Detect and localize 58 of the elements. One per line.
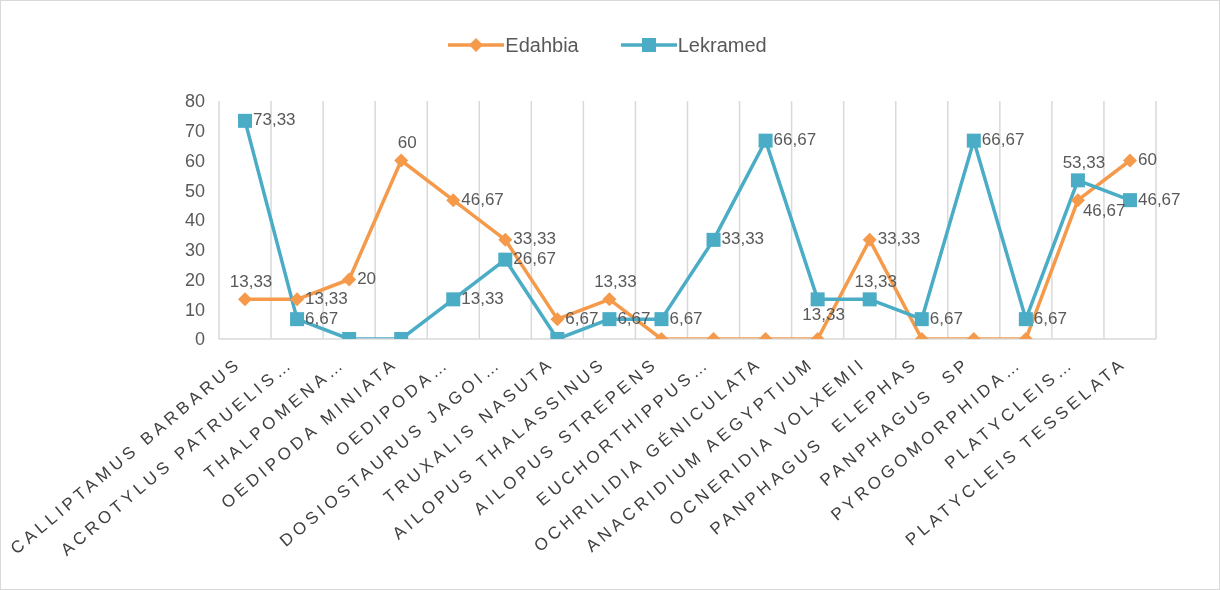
point: [1070, 173, 1085, 188]
y-tick-label: 40: [184, 210, 205, 231]
point: [498, 232, 513, 247]
point: [602, 312, 617, 327]
y-tick-label: 30: [184, 240, 205, 261]
data-label: 33,33: [721, 229, 765, 249]
y-tick-label: 0: [194, 329, 205, 350]
legend-label: Lekramed: [677, 33, 767, 57]
data-label: 13,33: [305, 288, 348, 308]
data-label: 73,33: [253, 110, 296, 130]
data-label: 66,67: [981, 130, 1025, 150]
data-label: 6,67: [305, 308, 339, 328]
y-tick-label: 50: [184, 180, 205, 201]
y-tick-label: 20: [184, 269, 205, 290]
data-label: 33,33: [877, 229, 921, 249]
point: [1122, 153, 1137, 168]
data-label: 13,33: [461, 288, 504, 308]
point: [654, 312, 669, 327]
point: [290, 292, 305, 307]
y-tick-label: 80: [184, 91, 205, 112]
data-label: 20: [357, 268, 377, 288]
point: [706, 232, 721, 247]
point: [238, 113, 253, 128]
data-label: 33,33: [513, 229, 556, 249]
data-label: 46,67: [1137, 189, 1181, 209]
point: [810, 292, 825, 307]
data-label: 66,67: [773, 130, 817, 150]
data-label: 6,67: [565, 308, 599, 328]
data-label: 6,67: [669, 308, 703, 328]
point: [446, 292, 461, 307]
data-label: 13,33: [229, 272, 273, 292]
data-label: 13,33: [594, 272, 637, 292]
point: [1070, 193, 1085, 208]
point: [602, 292, 617, 307]
point: [342, 272, 357, 287]
point: [446, 193, 461, 208]
point: [394, 153, 409, 168]
data-label: 46,67: [461, 189, 504, 209]
data-label: 60: [397, 133, 417, 153]
data-label: 60: [1137, 149, 1157, 169]
data-label: 6,67: [929, 308, 963, 328]
legend-label: Edahbia: [505, 33, 579, 57]
point: [290, 312, 305, 327]
y-tick-label: 70: [184, 121, 205, 142]
point: [498, 252, 513, 267]
point: [966, 133, 981, 148]
point: [238, 292, 253, 307]
point: [914, 312, 929, 327]
point: [862, 232, 877, 247]
data-label: 46,67: [1082, 201, 1126, 221]
point: [550, 312, 565, 327]
y-tick-label: 10: [184, 299, 205, 320]
data-label: 6,67: [1033, 308, 1067, 328]
point: [862, 292, 877, 307]
data-label: 53,33: [1062, 153, 1106, 173]
y-tick-label: 60: [184, 150, 205, 171]
point: [1018, 312, 1033, 327]
point: [758, 133, 773, 148]
